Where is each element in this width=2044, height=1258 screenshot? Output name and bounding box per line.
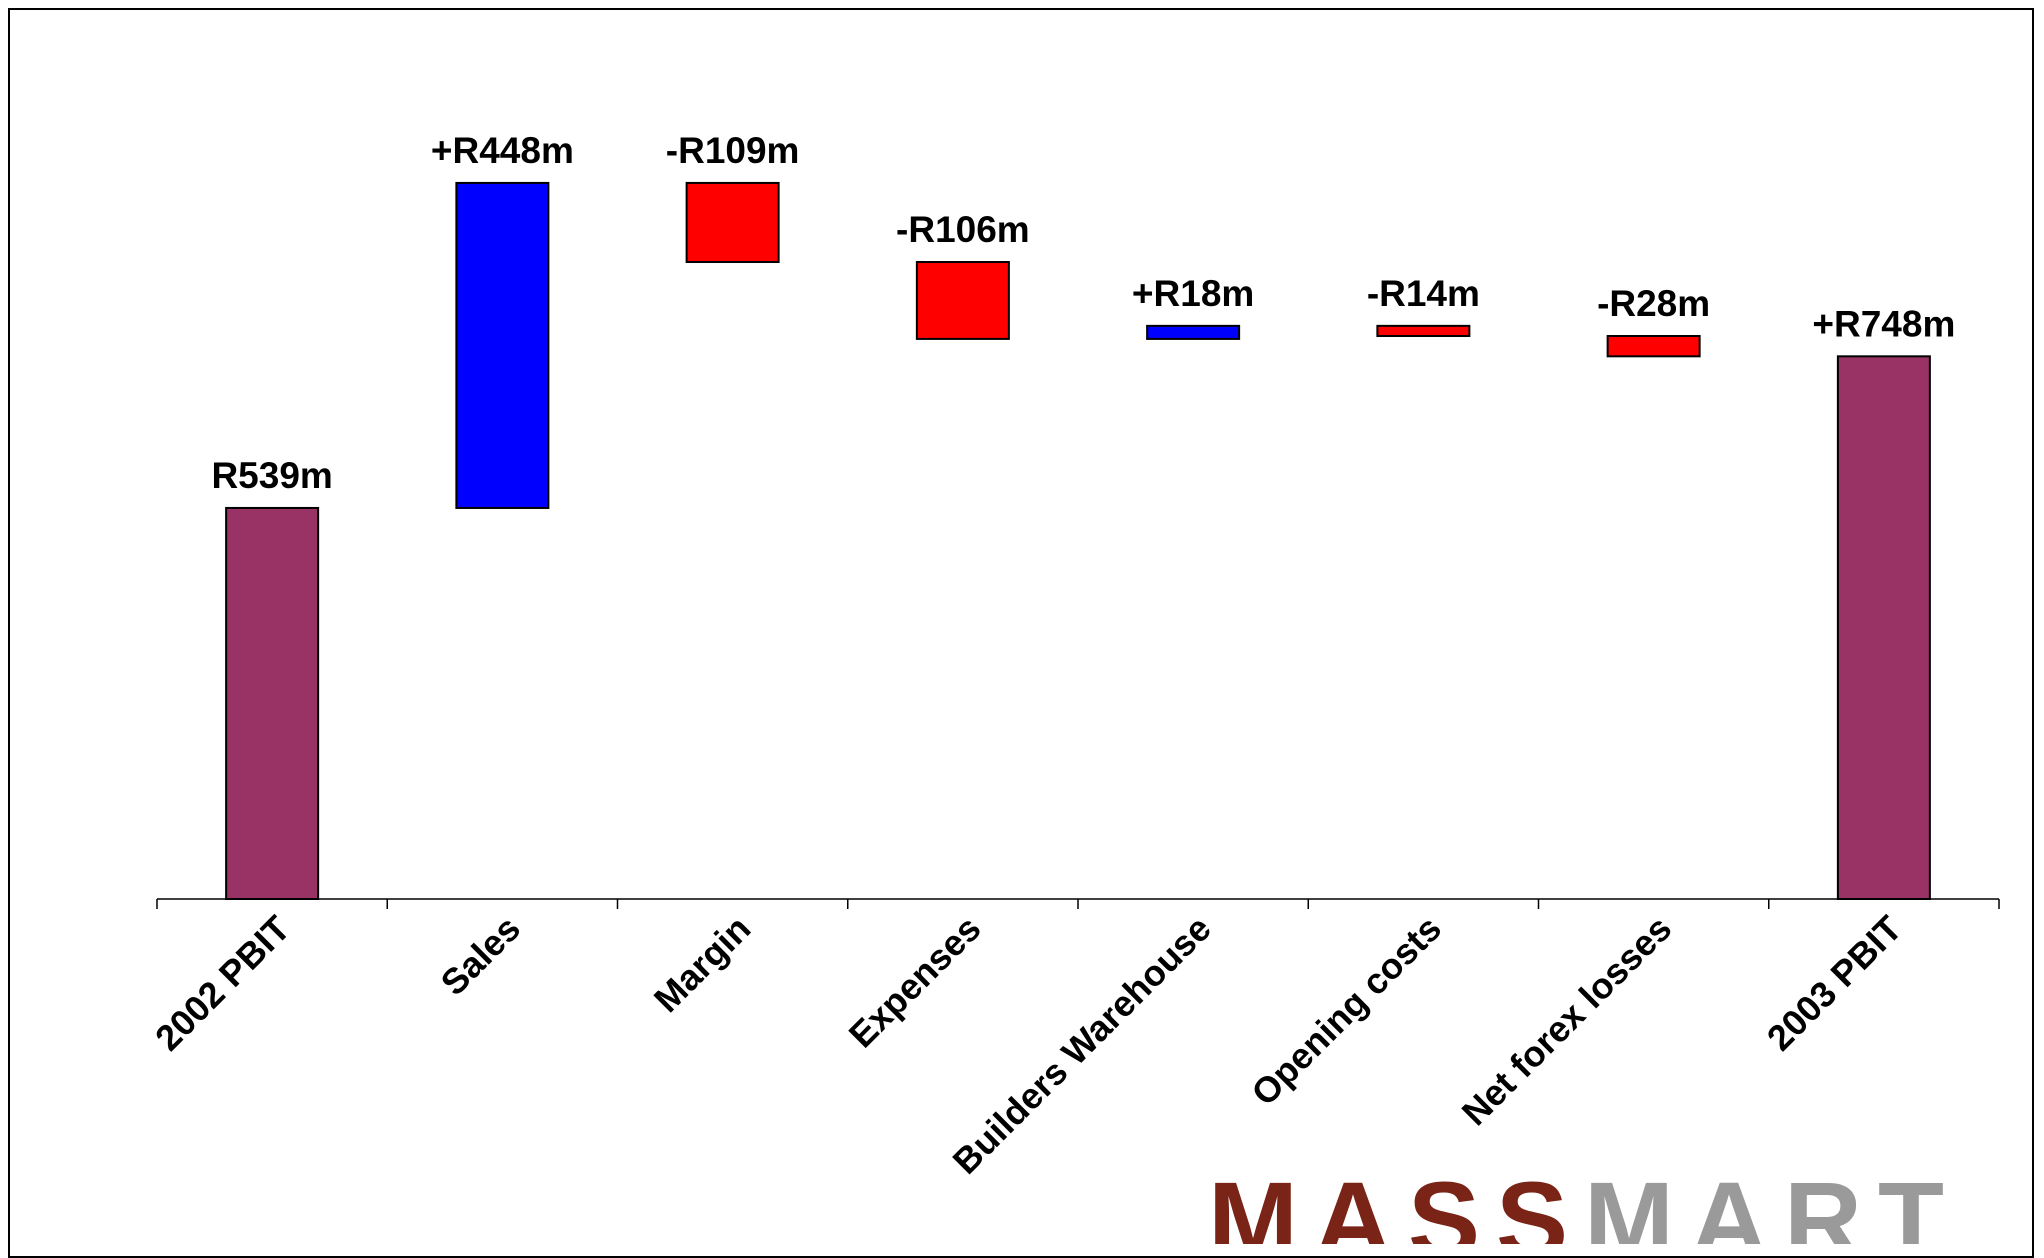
bar-net-forex-losses [1606, 335, 1701, 358]
bar-builders-warehouse [1146, 324, 1241, 340]
x-tick-label: Builders Warehouse [945, 908, 1219, 1182]
logo-part-1: MASS [1208, 1166, 1585, 1244]
data-label: -R109m [666, 130, 800, 171]
x-tick-label: Expenses [841, 908, 989, 1056]
data-label: R539m [211, 455, 332, 496]
data-label: -R106m [896, 209, 1030, 250]
bar-sales [455, 181, 550, 509]
data-label: -R28m [1597, 283, 1710, 324]
data-label: -R14m [1367, 273, 1480, 314]
bar-expenses [915, 261, 1010, 340]
bar-opening-costs [1376, 324, 1471, 338]
bar-2003-pbit [1836, 355, 1931, 900]
x-tick-label: 2003 PBIT [1759, 908, 1910, 1059]
massmart-logo: MASSMART [1208, 1166, 1960, 1244]
x-tick-label: Margin [646, 908, 758, 1020]
data-label: +R18m [1132, 273, 1254, 314]
slide-frame [8, 8, 2034, 1258]
x-tick-label: Sales [433, 908, 529, 1004]
x-tick-label: Net forex losses [1454, 908, 1680, 1134]
x-tick-label: Opening costs [1243, 908, 1449, 1114]
data-label: +R748m [1812, 303, 1955, 344]
x-tick-label: 2002 PBIT [147, 908, 298, 1059]
bar-2002-pbit [225, 506, 320, 900]
data-label: +R448m [431, 130, 574, 171]
logo-part-2: MART [1584, 1166, 1960, 1244]
bar-margin [685, 181, 780, 264]
